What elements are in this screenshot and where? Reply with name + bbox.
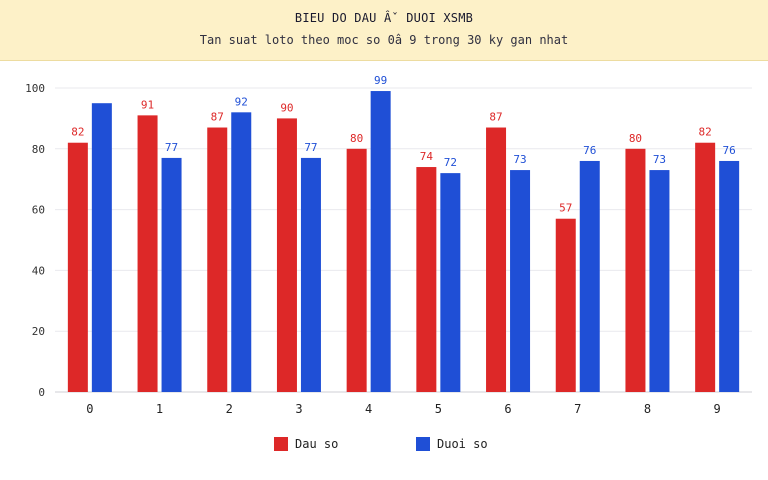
data-label-dau-7: 57	[559, 202, 572, 215]
bar-dau-5	[416, 167, 437, 392]
legend-item-dau-so[interactable]: Dau so	[274, 436, 338, 452]
data-label-duoi-6: 73	[513, 153, 526, 166]
bar-dau-6	[486, 127, 507, 393]
bar-duoi-6	[510, 170, 531, 392]
x-tick-label-7: 7	[574, 402, 581, 416]
legend-swatch-dau-so	[274, 437, 288, 451]
data-label-dau-5: 74	[420, 150, 434, 163]
y-tick-label-0: 0	[38, 386, 45, 399]
bar-duoi-1	[161, 157, 182, 392]
data-label-duoi-4: 99	[374, 74, 387, 87]
bar-duoi-4	[370, 91, 391, 392]
data-label-dau-2: 87	[211, 111, 224, 124]
bar-dau-0	[67, 142, 88, 392]
legend-label-dau-so: Dau so	[295, 437, 339, 451]
data-label-dau-3: 90	[280, 101, 293, 114]
bar-duoi-0	[91, 103, 112, 392]
x-tick-label-5: 5	[435, 402, 442, 416]
data-label-dau-4: 80	[350, 132, 363, 145]
bar-duoi-7	[579, 160, 600, 392]
bar-dau-1	[137, 115, 158, 393]
y-tick-label-80: 80	[32, 143, 45, 156]
bar-dau-8	[625, 148, 646, 392]
bar-dau-9	[695, 142, 716, 392]
legend-swatch-duoi-so	[416, 437, 430, 451]
x-tick-label-8: 8	[644, 402, 651, 416]
bar-duoi-8	[649, 170, 670, 392]
data-label-duoi-7: 76	[583, 144, 596, 157]
chart-subtitle: Tan suat loto theo moc so 0â 9 trong 30 …	[199, 33, 569, 47]
x-tick-label-4: 4	[365, 402, 372, 416]
data-label-dau-0: 82	[71, 126, 84, 139]
legend-item-duoi-so[interactable]: Duoi so	[416, 436, 488, 452]
data-label-duoi-9: 76	[723, 144, 736, 157]
data-label-duoi-2: 92	[235, 95, 248, 108]
data-label-duoi-1: 77	[165, 141, 178, 154]
x-tick-label-3: 3	[295, 402, 302, 416]
bar-duoi-2	[231, 112, 252, 392]
bar-dau-7	[555, 218, 576, 392]
data-label-dau-9: 82	[699, 126, 712, 139]
bar-dau-3	[276, 118, 297, 393]
legend-label-duoi-so: Duoi so	[437, 437, 488, 451]
x-tick-label-1: 1	[156, 402, 163, 416]
x-tick-label-9: 9	[714, 402, 721, 416]
data-label-duoi-5: 72	[444, 156, 457, 169]
x-tick-label-0: 0	[86, 402, 93, 416]
data-label-dau-1: 91	[141, 98, 154, 111]
x-tick-label-6: 6	[504, 402, 511, 416]
data-label-dau-8: 80	[629, 132, 642, 145]
x-tick-label-2: 2	[226, 402, 233, 416]
bar-duoi-3	[300, 157, 321, 392]
chart-title: BIEU DO DAU Âˇ DUOI XSMB	[294, 11, 474, 25]
y-tick-label-20: 20	[32, 325, 45, 338]
y-tick-label-100: 100	[25, 82, 45, 95]
chart-header: BIEU DO DAU Âˇ DUOI XSMB Tan suat loto t…	[0, 0, 768, 61]
bar-duoi-5	[440, 173, 461, 392]
bar-dau-4	[346, 148, 367, 392]
y-tick-label-60: 60	[32, 204, 45, 217]
data-label-dau-6: 87	[489, 111, 502, 124]
bar-duoi-9	[719, 160, 740, 392]
y-tick-label-40: 40	[32, 264, 45, 277]
bar-dau-2	[207, 127, 228, 393]
data-label-duoi-3: 77	[304, 141, 317, 154]
data-label-duoi-8: 73	[653, 153, 666, 166]
